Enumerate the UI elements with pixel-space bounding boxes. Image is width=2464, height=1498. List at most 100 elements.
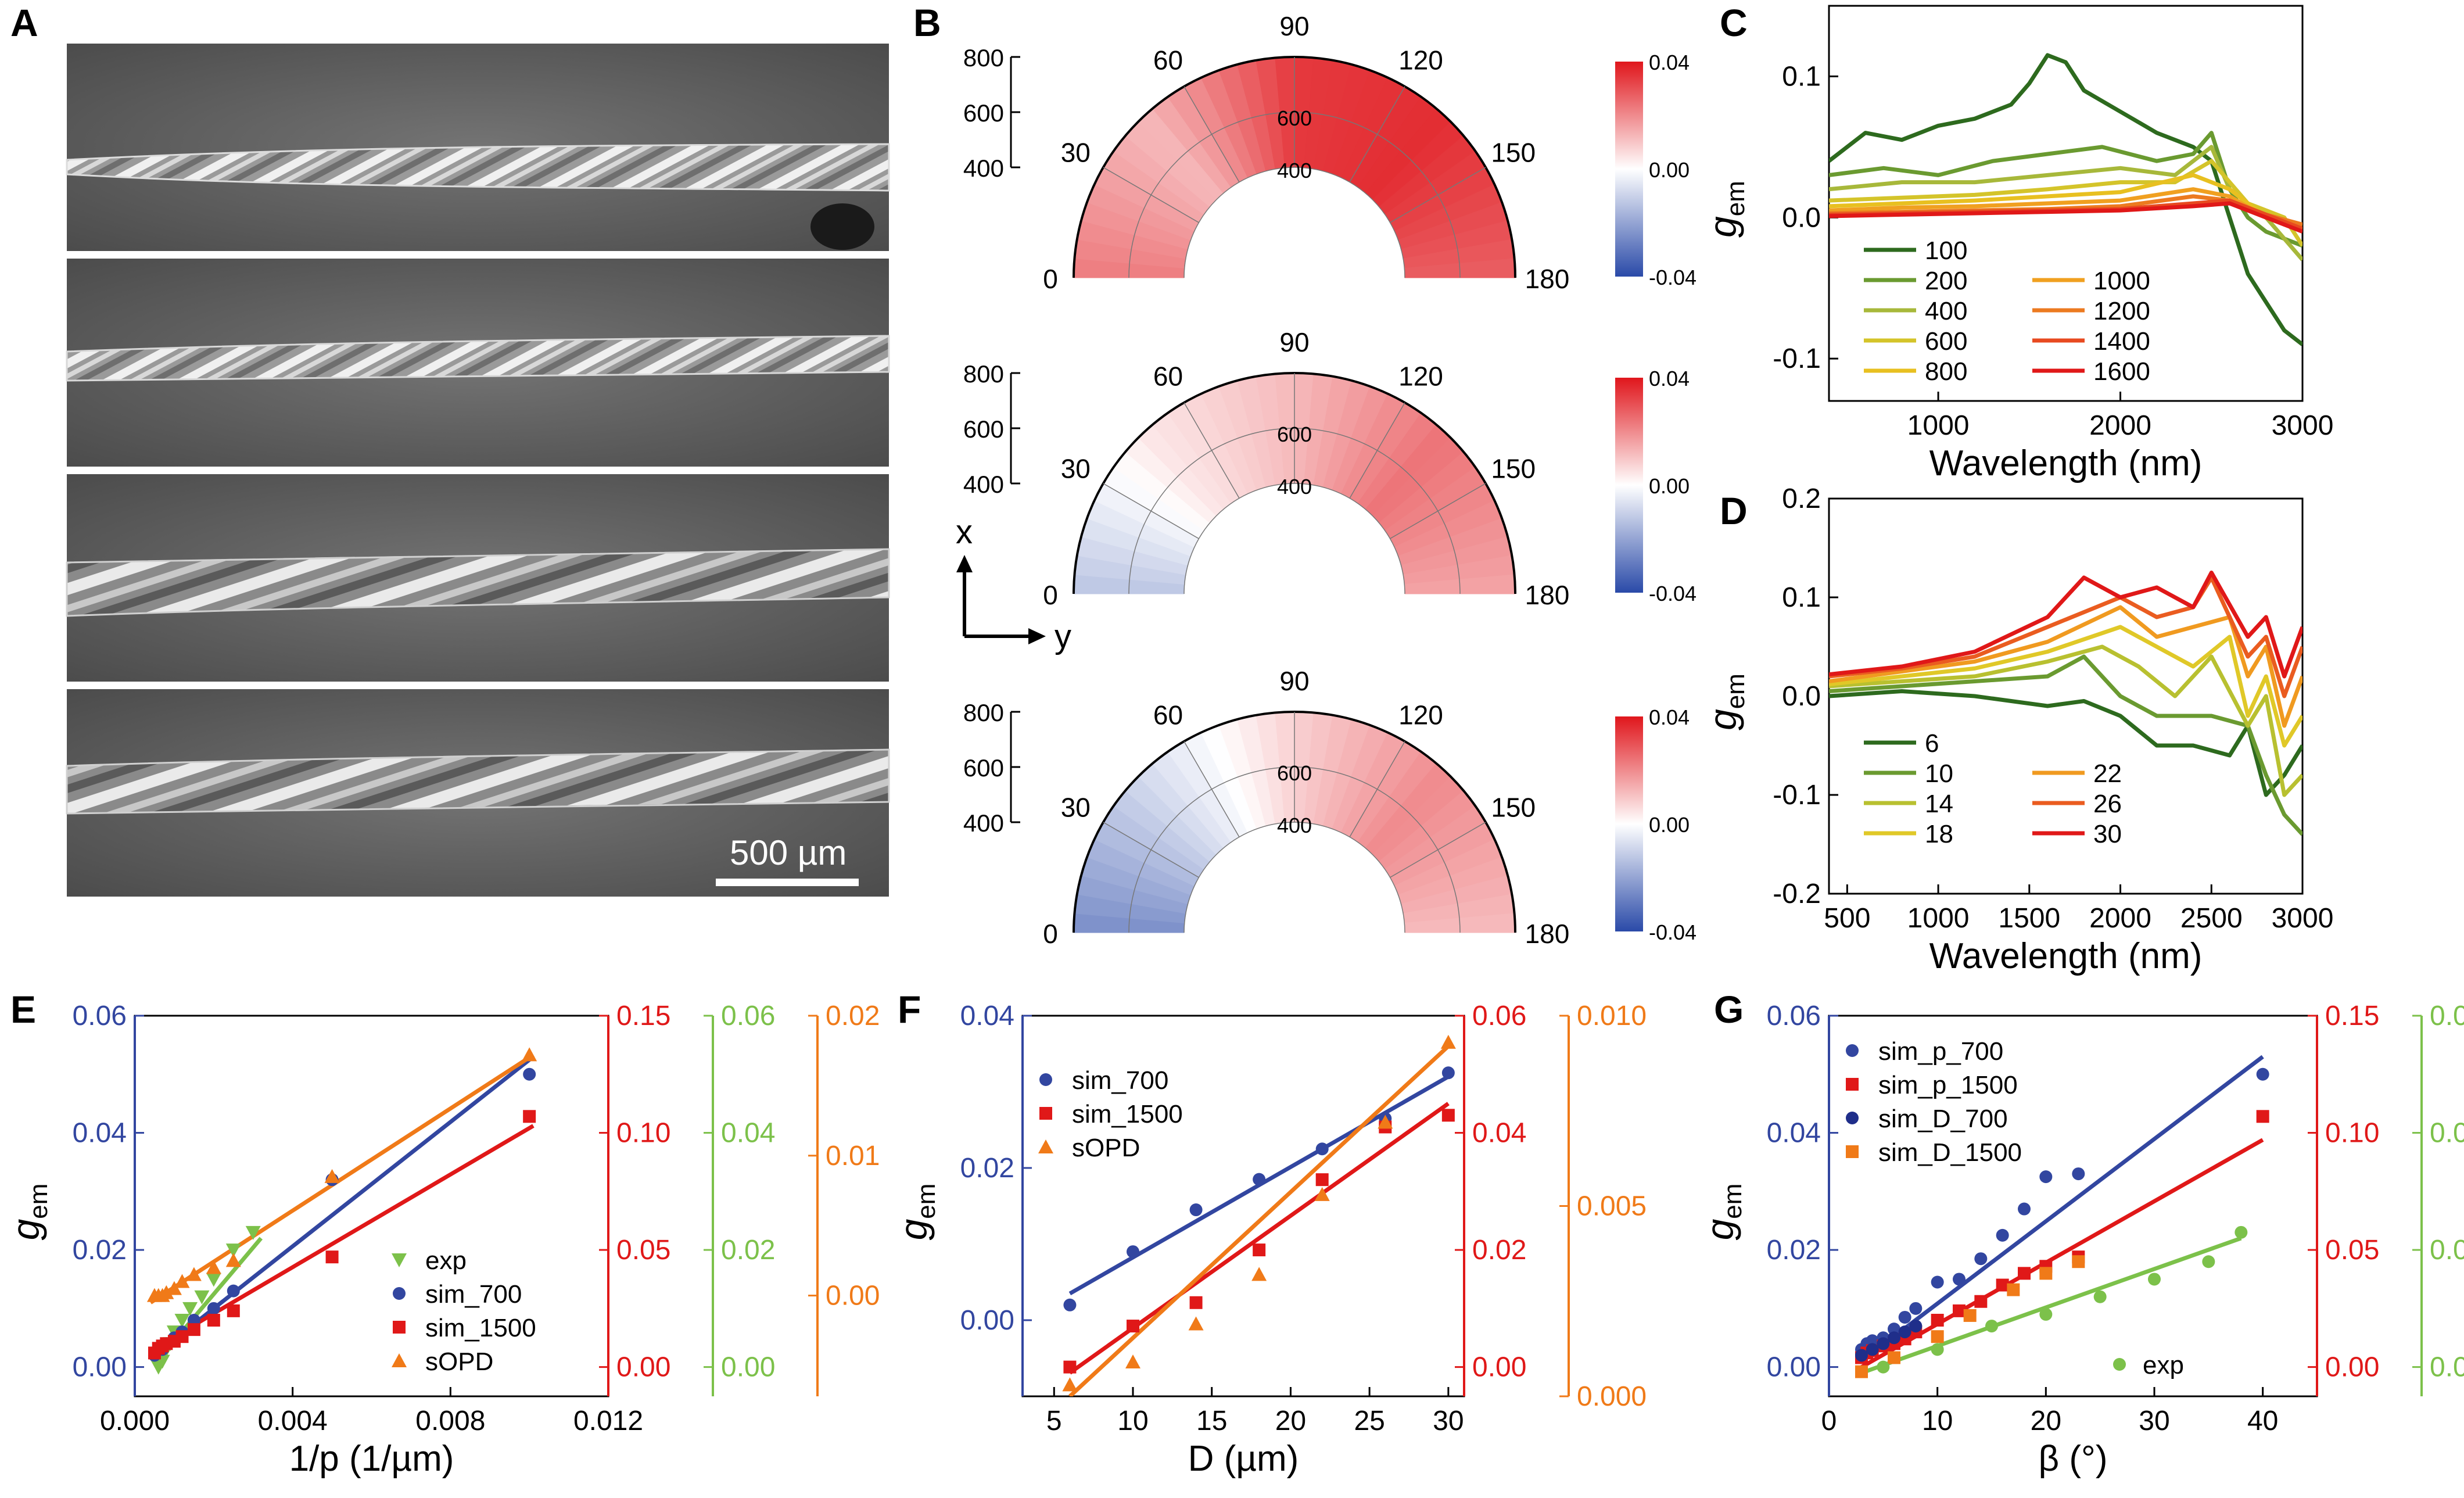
series-line [1829,644,2302,797]
polar-angle-label: 30 [1061,793,1091,823]
polar-grid-spoke [1183,741,1240,837]
legend-label: sim_D_1500 [1878,1138,2022,1167]
radial-tick-label: 600 [963,754,1004,782]
data-point [227,1304,240,1317]
y-tick-label: 0.00 [721,1352,775,1383]
data-point [175,1330,189,1343]
colorbar [1615,62,1643,277]
y-axis-label: gem [1701,673,1750,730]
y-tick-label: 0.1 [1782,582,1821,613]
data-point [245,1225,261,1240]
data-point [1039,1107,1052,1120]
polar-angle-label: 120 [1398,361,1443,391]
y-tick-label: 0.04 [1472,1118,1526,1149]
data-point [1378,1114,1393,1129]
legend-label: 1200 [2093,297,2150,325]
legend-label: 18 [1925,820,1953,848]
legend-label: 1400 [2093,327,2150,356]
y-tick-label: 0.04 [960,1001,1014,1031]
legend-label: sim_1500 [425,1314,536,1342]
polar-inner-label: 400 [1277,813,1312,837]
data-point [393,1287,406,1300]
polar-angle-label: 30 [1061,454,1091,484]
data-point [1866,1343,1879,1356]
data-point [1253,1173,1266,1186]
y-tick-label: 0.00 [826,1281,880,1311]
x-tick-label: 0.012 [573,1406,643,1436]
series-line [1829,131,2302,248]
y-tick-label: 0.00 [960,1305,1014,1336]
data-point [1189,1296,1203,1309]
sem-panel-2 [66,259,890,467]
y-tick-label: 0.02 [1472,1235,1526,1266]
y-tick-label: 0.2 [1782,483,1821,514]
data-point [225,1253,241,1267]
colorbar-tick-label: 0.00 [1649,158,1690,182]
polar-angle-label: 150 [1491,793,1536,823]
data-point [1063,1360,1077,1374]
radial-tick-label: 800 [963,699,1004,726]
y-tick-label: 0.00 [1767,1352,1821,1383]
legend-label: 800 [1925,357,1967,386]
series-line [1829,571,2302,679]
colorbar-tick-label: 0.00 [1649,474,1690,498]
legend-label: sim_1500 [1072,1100,1183,1128]
colorbar-tick-label: 0.04 [1649,51,1690,74]
polar-angle-label: 30 [1061,138,1091,168]
x-tick-label: 25 [1354,1406,1385,1436]
data-point [1996,1278,2009,1292]
legend-label: 22 [2093,759,2122,788]
x-tick-label: 2000 [2089,410,2151,441]
x-tick-label: 2500 [2180,903,2243,934]
plot-area [1829,53,2302,346]
fit-line [1068,1044,1450,1396]
data-point [1931,1330,1944,1343]
polar-angle-label: 90 [1279,666,1309,696]
plot-area [1829,571,2302,836]
data-point [1953,1273,1966,1286]
chart-d: 500 1000 1500 2000 2500 3000 Wavelength (nm) 0.… [1701,483,2333,976]
colorbar-tick-label: 0.04 [1649,367,1690,390]
data-point [1038,1139,1053,1153]
data-point [2256,1067,2269,1081]
polar-grid-spoke [1390,167,1486,223]
axis-arrows: x y [956,513,1071,655]
plot-area [146,1047,537,1375]
plot-frame [134,1015,609,1397]
data-point [225,1243,241,1258]
polar-angle-label: 120 [1398,45,1443,75]
plot-area [1855,1055,2269,1378]
x-tick-label: 20 [2031,1406,2061,1436]
data-point [1039,1073,1052,1086]
x-axis-label: Wavelength (nm) [1929,936,2203,976]
y-tick-label: 0.06 [721,1001,775,1031]
legend-label: sim_700 [1072,1066,1168,1095]
radial-tick-label: 800 [963,44,1004,71]
data-point [1846,1044,1859,1057]
fit-line [149,1053,535,1305]
legend-label: sim_700 [425,1280,522,1309]
legend-label: exp [425,1246,467,1275]
data-point [1953,1304,1966,1317]
data-point [522,1047,537,1062]
panel-label-g: G [1714,988,1744,1031]
series-line [1829,689,2302,797]
polar-angle-label: 90 [1279,327,1309,357]
y-axis-label: gem [4,1184,53,1241]
chart-c: 1000 2000 3000 Wavelength (nm) 0.1 0.0 -0.1 gem… [1701,5,2333,483]
radial-tick-label: 800 [963,360,1004,388]
data-point [393,1321,406,1334]
panel-label-d: D [1720,489,1748,532]
panel-label-f: F [898,988,921,1031]
polar-angle-label: 0 [1043,919,1058,949]
y-tick-label: 0.0 [1782,681,1821,712]
y-tick-label: 0.02 [2430,1235,2464,1266]
x-tick-label: 0.004 [258,1406,328,1436]
data-point [1188,1316,1204,1331]
x-tick-label: 1000 [1907,410,1970,441]
data-point [206,1260,221,1274]
data-point [1251,1267,1267,1281]
data-point [2007,1283,2020,1296]
data-point [1855,1365,1868,1378]
